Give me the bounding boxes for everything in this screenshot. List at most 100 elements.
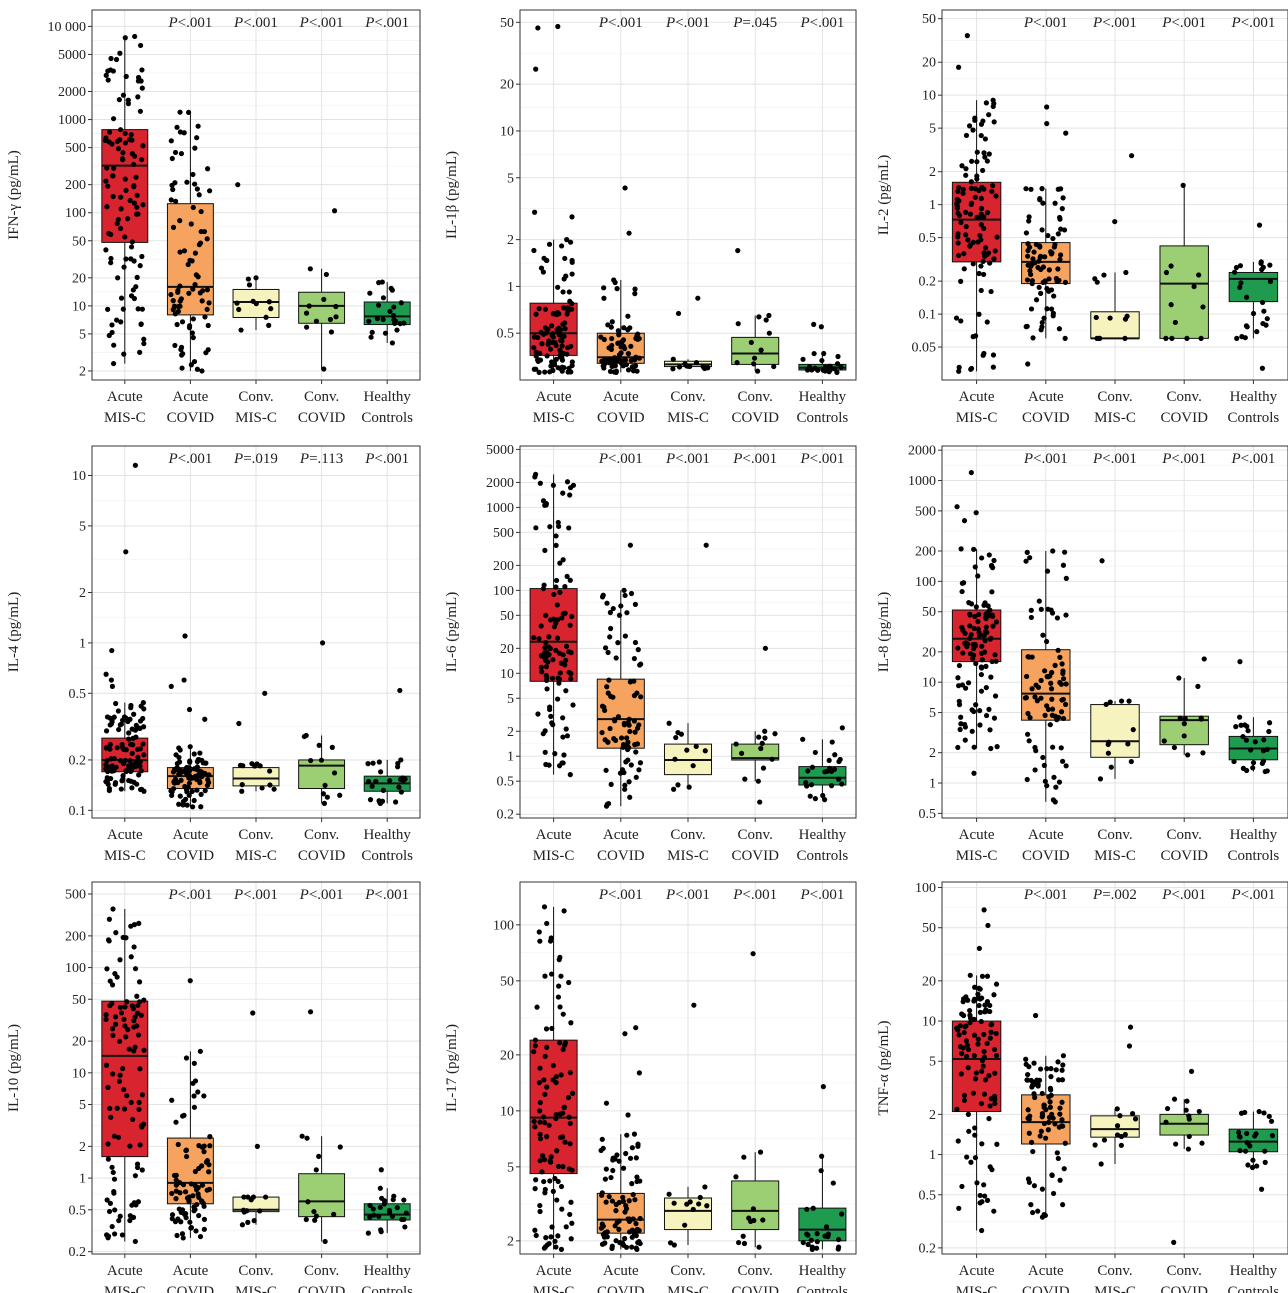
y-tick-label: 5000: [486, 443, 514, 458]
data-point: [972, 613, 978, 620]
x-tick-label: COVID: [167, 848, 215, 864]
data-point: [820, 1084, 826, 1090]
data-point: [541, 1178, 547, 1185]
data-point: [599, 729, 605, 736]
data-point: [1028, 614, 1034, 621]
data-point: [569, 613, 575, 620]
data-point: [823, 1224, 830, 1230]
y-tick-label: 5: [929, 122, 936, 137]
x-tick-label: COVID: [597, 1284, 645, 1293]
y-tick-label: 20: [922, 974, 936, 989]
data-point: [140, 202, 146, 208]
data-point: [1188, 1068, 1195, 1074]
data-point: [981, 186, 987, 192]
data-point: [543, 664, 549, 670]
data-point: [109, 717, 115, 723]
data-point: [1037, 1133, 1043, 1139]
data-point: [181, 677, 187, 683]
data-point: [1171, 1239, 1177, 1245]
data-point: [958, 278, 964, 284]
data-point: [603, 1199, 609, 1205]
data-point: [188, 362, 194, 368]
data-point: [553, 1074, 559, 1080]
data-point: [139, 67, 145, 73]
data-point: [808, 782, 815, 788]
data-point: [105, 1084, 111, 1091]
data-point: [1261, 1110, 1267, 1116]
data-point: [547, 346, 554, 352]
data-point: [562, 1040, 569, 1046]
data-point: [1128, 758, 1134, 765]
data-point: [1244, 294, 1250, 300]
data-point: [569, 214, 575, 220]
data-point: [555, 1233, 561, 1239]
data-point: [1062, 1140, 1068, 1146]
data-point: [1046, 267, 1052, 273]
data-point: [170, 786, 177, 792]
data-point: [955, 188, 961, 195]
data-point: [1259, 299, 1266, 306]
data-point: [557, 589, 563, 595]
data-point: [957, 726, 963, 733]
data-point: [1042, 712, 1048, 718]
data-point: [559, 343, 565, 349]
data-point: [137, 1142, 143, 1148]
data-point: [1128, 153, 1135, 159]
data-point: [963, 232, 969, 238]
data-point: [234, 300, 240, 306]
data-point: [103, 1062, 110, 1068]
data-point: [971, 708, 977, 715]
data-point: [1047, 722, 1053, 728]
data-point: [964, 1042, 970, 1048]
data-point: [734, 360, 740, 366]
data-point: [973, 604, 979, 610]
data-point: [206, 1169, 212, 1175]
data-point: [378, 1229, 384, 1235]
data-point: [558, 337, 564, 343]
data-point: [976, 945, 982, 952]
data-point: [191, 1208, 197, 1214]
data-point: [547, 617, 554, 623]
data-point: [987, 607, 993, 613]
data-point: [684, 1201, 690, 1207]
data-point: [987, 1008, 993, 1015]
data-point: [1046, 1094, 1052, 1100]
data-point: [1055, 266, 1061, 272]
y-tick-label: 10: [72, 1066, 86, 1081]
data-point: [313, 1167, 319, 1173]
data-point: [686, 784, 692, 790]
data-point: [174, 1232, 180, 1239]
data-point: [958, 318, 964, 324]
data-point: [1107, 315, 1113, 321]
data-point: [120, 92, 127, 98]
data-point: [313, 318, 320, 324]
data-point: [977, 1200, 983, 1206]
data-point: [135, 94, 141, 100]
data-point: [1042, 668, 1048, 674]
data-point: [979, 973, 986, 979]
data-point: [615, 340, 621, 346]
data-point: [1049, 706, 1056, 712]
data-point: [395, 760, 401, 767]
data-point: [804, 1206, 810, 1212]
data-point: [390, 313, 397, 319]
data-point: [1057, 654, 1063, 660]
data-point: [123, 549, 129, 555]
data-point: [112, 971, 118, 977]
data-point: [562, 1139, 568, 1145]
data-point: [955, 675, 961, 681]
data-point: [110, 1169, 116, 1176]
data-point: [177, 298, 183, 304]
data-point: [1028, 1077, 1034, 1084]
data-point: [599, 1192, 605, 1198]
data-point: [132, 462, 138, 468]
data-point: [105, 306, 111, 312]
data-point: [675, 729, 681, 736]
data-point: [535, 25, 541, 31]
data-point: [1026, 218, 1032, 224]
y-tick-label: 0.5: [69, 1203, 87, 1218]
p-value-label: P<.001: [665, 887, 710, 903]
y-tick-label: 50: [922, 921, 936, 936]
p-value-label: P<.001: [1023, 451, 1068, 467]
data-point: [993, 1052, 1000, 1059]
